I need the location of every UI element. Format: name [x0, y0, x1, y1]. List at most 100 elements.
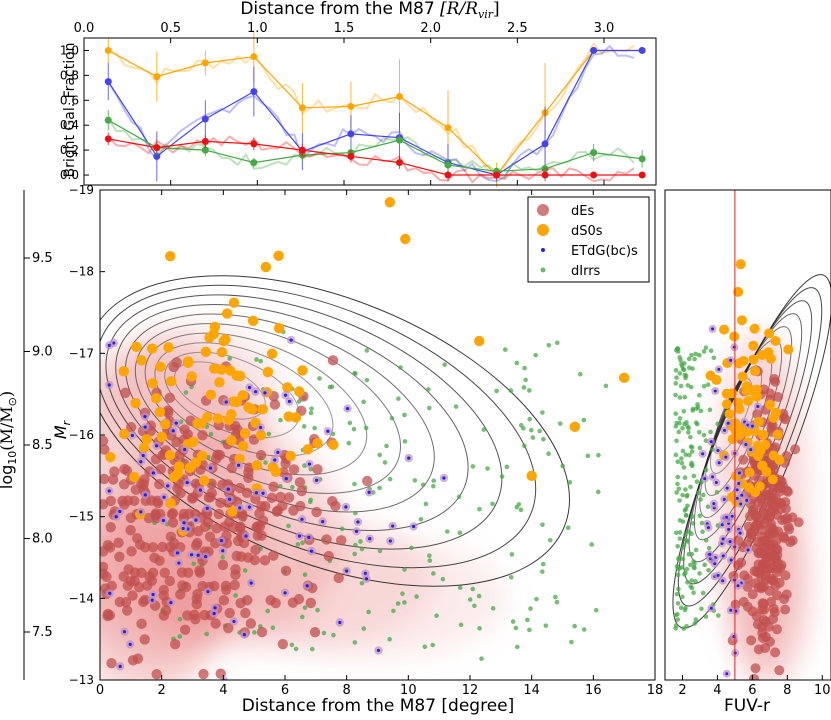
right-x-tick-label: 4 [713, 683, 721, 698]
right-point-etdg [703, 477, 707, 481]
point-etdg [242, 633, 246, 637]
point-dirr [377, 548, 383, 554]
point-etdg [276, 450, 280, 454]
point-etdg [143, 425, 147, 429]
point-etdg [283, 591, 287, 595]
right-point-ds0 [783, 344, 794, 355]
point-dirr [467, 597, 473, 602]
point-etdg [226, 487, 230, 491]
right-point-ds0 [729, 331, 740, 342]
point-ds0 [262, 366, 274, 378]
point-dirr [533, 352, 538, 358]
right-point-dirr [677, 420, 682, 426]
right-point-etdg [711, 327, 715, 331]
point-ds0 [188, 436, 199, 447]
point-de [227, 522, 239, 533]
right-point-dirr [692, 621, 698, 626]
point-etdg [237, 463, 241, 467]
point-de [158, 610, 170, 621]
right-point-dirr [708, 429, 713, 435]
right-point-de [749, 673, 760, 680]
point-dirr [508, 388, 514, 393]
point-dirr [300, 614, 305, 620]
point-etdg [150, 598, 154, 602]
right-point-de [780, 604, 791, 615]
point-etdg [376, 648, 381, 653]
right-point-dirr [703, 537, 709, 543]
right-point-de [780, 503, 791, 514]
point-ds0 [228, 297, 240, 308]
right-point-dirr [708, 348, 714, 354]
point-de [114, 551, 125, 562]
point-dirr [430, 642, 436, 648]
point-de [169, 638, 181, 650]
point-dirr [387, 636, 392, 642]
point-de [127, 655, 139, 666]
point-dirr [331, 632, 336, 638]
point-de [275, 491, 286, 503]
point-ds0 [226, 408, 237, 420]
point-etdg [309, 549, 314, 553]
point-etdg [363, 571, 367, 575]
point-dirr [309, 406, 314, 411]
right-point-dirr [686, 356, 692, 362]
point-etdg [364, 577, 369, 581]
point-de [210, 618, 221, 629]
point-de [158, 584, 169, 596]
point-ds0 [237, 440, 249, 452]
top-x-tick-label: 3.0 [594, 21, 615, 36]
right-point-de [733, 560, 744, 571]
point-dirr [427, 553, 432, 558]
point-etdg [283, 393, 288, 397]
right-point-de [757, 598, 768, 609]
point-dirr [540, 561, 546, 567]
main-x-tick-label: 10 [400, 683, 417, 698]
point-dirr [387, 476, 393, 482]
right-point-dirr [688, 484, 693, 490]
point-ds0 [260, 261, 272, 273]
point-etdg [162, 495, 166, 499]
top-series-1-point [590, 46, 598, 54]
point-ds0 [243, 402, 254, 413]
point-dirr [457, 585, 463, 590]
point-etdg [284, 477, 288, 481]
point-dirr [290, 484, 295, 490]
point-ds0 [224, 365, 236, 376]
right-point-dirr [673, 392, 678, 398]
point-dirr [402, 412, 407, 418]
point-dirr [540, 410, 545, 415]
main-x-tick-label: 18 [647, 683, 664, 698]
point-etdg [391, 524, 395, 528]
legend: dEs dS0s ETdG(bc)s dIrrs [527, 196, 650, 283]
point-etdg [174, 421, 178, 425]
top-series-1-point [104, 78, 112, 86]
right-point-dirr [680, 425, 685, 431]
top-series-1-point [201, 115, 209, 123]
right-point-dirr [690, 366, 695, 371]
point-ds0 [119, 428, 130, 440]
right-point-dirr [679, 460, 685, 466]
point-etdg [263, 391, 267, 395]
point-dirr [363, 425, 369, 431]
point-de [323, 550, 334, 562]
point-dirr [541, 436, 546, 442]
right-point-dirr [680, 448, 686, 454]
right-point-dirr [677, 530, 683, 535]
top-series-0-point [201, 59, 209, 67]
point-ds0 [192, 418, 203, 429]
point-dirr [358, 539, 363, 544]
point-dirr [526, 388, 532, 393]
right-point-dirr [677, 395, 683, 400]
right-point-de [760, 574, 771, 585]
point-de [237, 510, 248, 522]
mass-tick-label: 9.0 [32, 345, 53, 360]
point-etdg [321, 519, 325, 524]
right-point-dirr [687, 452, 692, 458]
point-etdg [249, 581, 253, 585]
point-dirr [509, 552, 515, 557]
point-de [190, 614, 201, 625]
right-point-dirr [677, 416, 683, 421]
point-dirr [258, 358, 264, 364]
point-dirr [308, 410, 314, 416]
point-dirr [242, 568, 248, 573]
